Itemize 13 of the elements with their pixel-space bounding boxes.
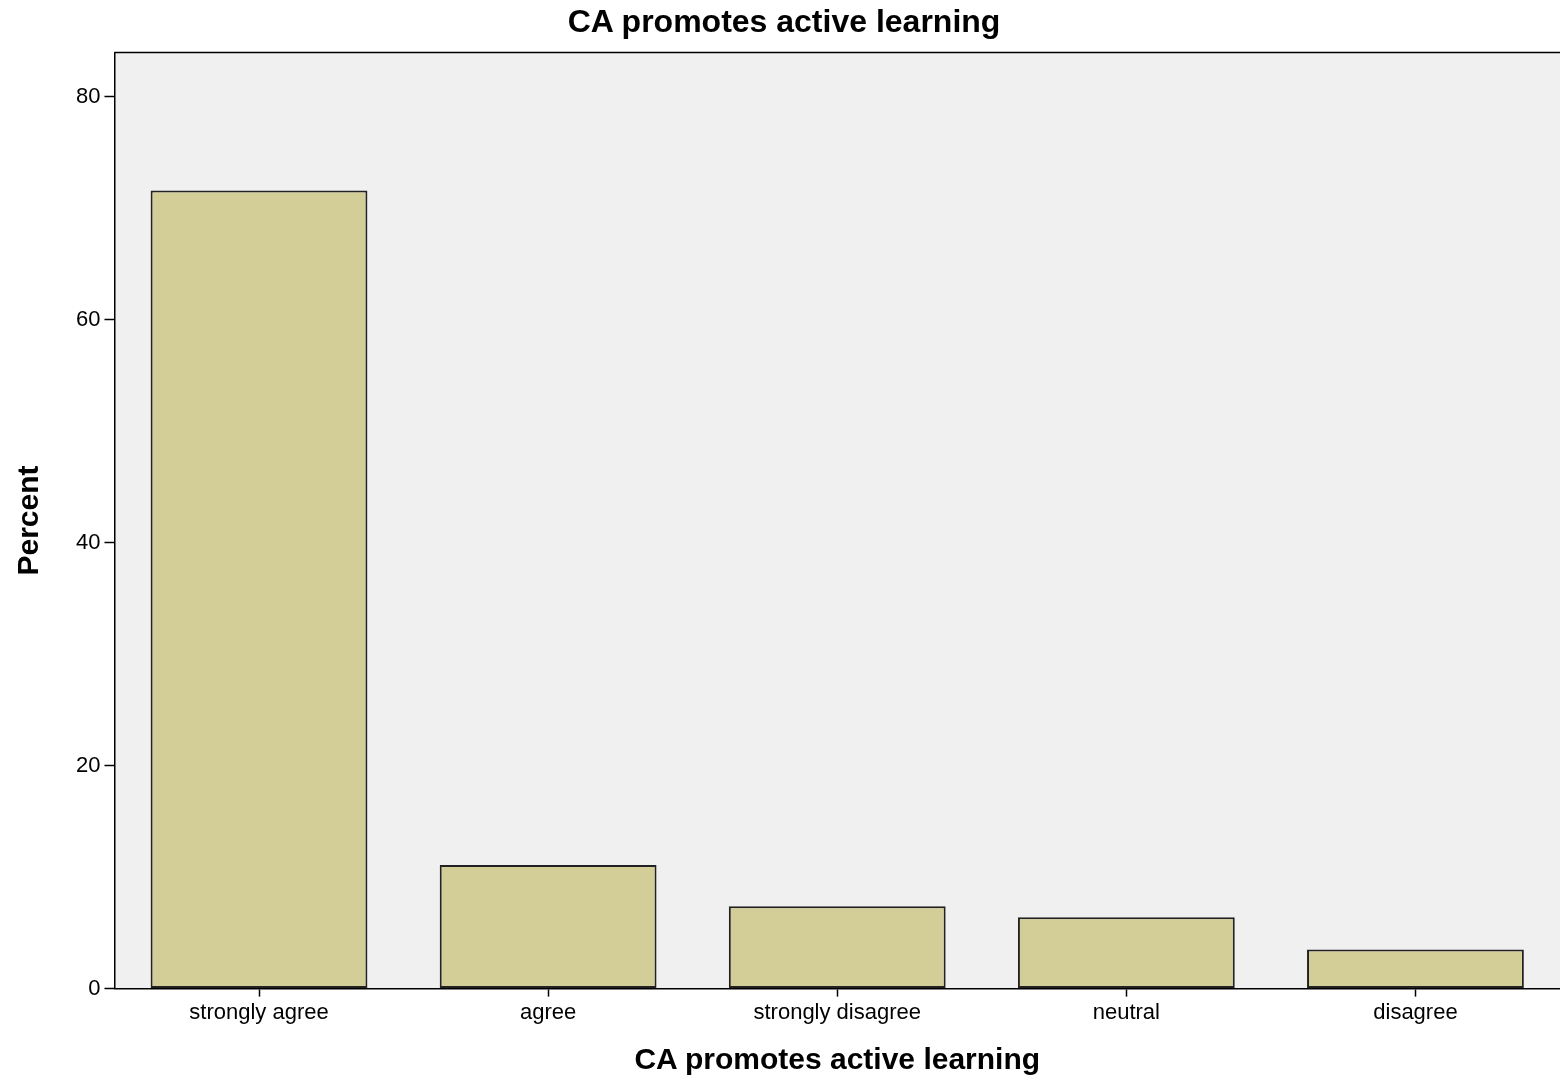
y-tick-label: 40 <box>75 528 101 554</box>
x-tick-label: strongly disagree <box>753 998 922 1024</box>
y-tick-label: 0 <box>88 974 101 1000</box>
chart-title: CA promotes active learning <box>567 3 1001 40</box>
x-tick-label: disagree <box>1373 998 1458 1024</box>
y-tick-label: 80 <box>75 83 101 109</box>
x-tick-label: neutral <box>1092 998 1160 1024</box>
y-axis-title: Percent <box>11 465 45 576</box>
x-tick-label: agree <box>519 998 577 1024</box>
y-tick-label: 60 <box>75 305 101 331</box>
x-tick-label: strongly agree <box>189 998 329 1024</box>
y-tick-label: 20 <box>75 751 101 777</box>
x-axis-title: CA promotes active learning <box>634 1042 1041 1076</box>
